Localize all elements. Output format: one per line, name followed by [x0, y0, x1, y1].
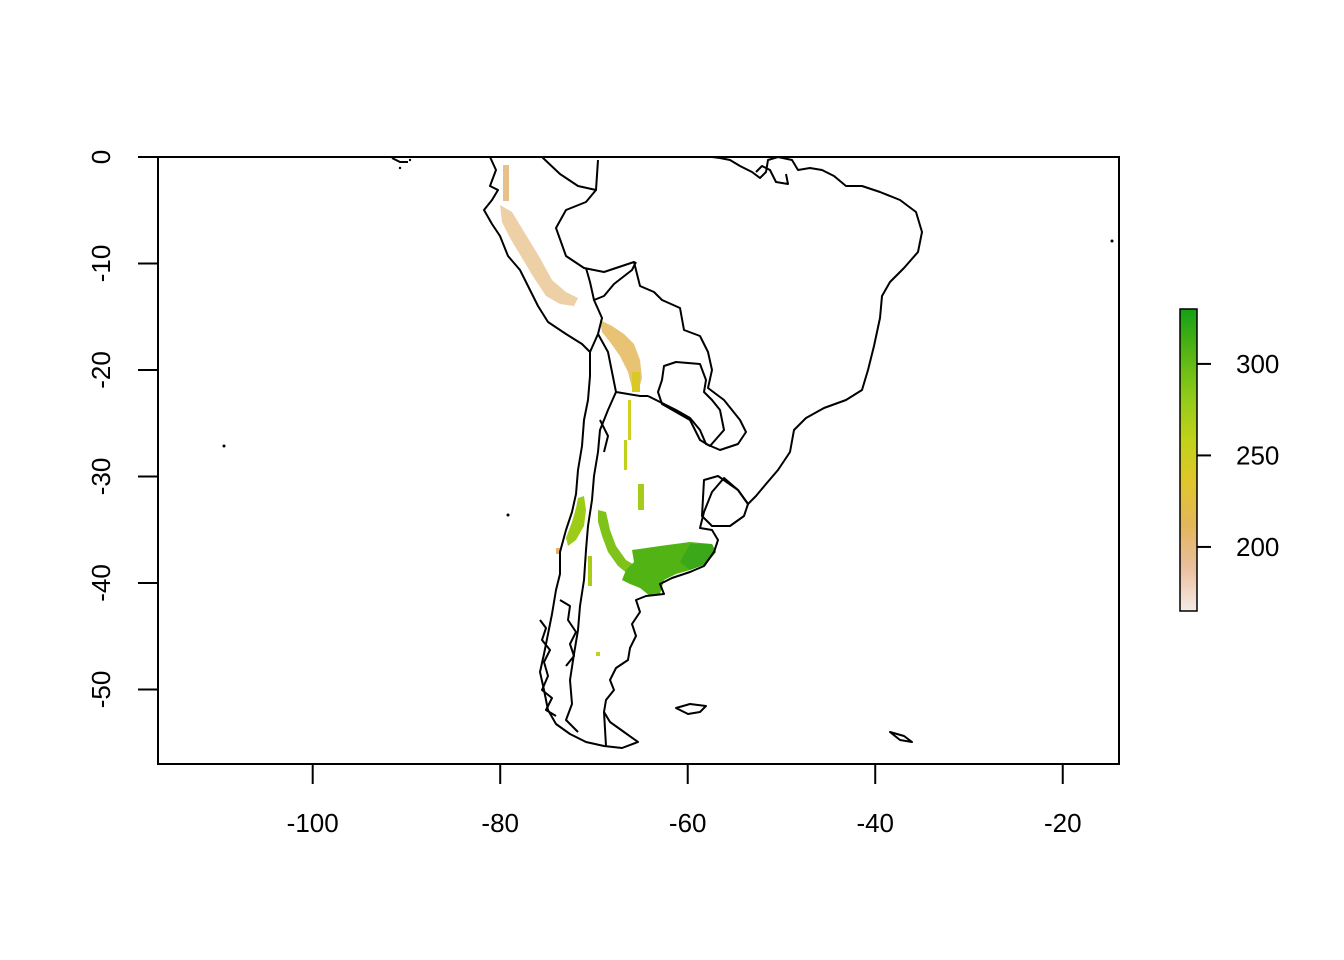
colorbar-gradient: [1179, 308, 1198, 612]
raster-layer: [500, 165, 716, 656]
plot-frame: [157, 156, 1120, 765]
x-tick-label: -100: [287, 808, 339, 838]
x-tick-label: -60: [669, 808, 707, 838]
x-tick-label: -80: [481, 808, 519, 838]
y-tick-label: -30: [86, 458, 116, 496]
x-axis: -100 -80 -60 -40 -20: [287, 763, 1082, 838]
y-tick-label: -50: [86, 671, 116, 709]
y-tick-label: -40: [86, 564, 116, 602]
y-axis: 0 -10 -20 -30 -40 -50: [86, 150, 158, 708]
colorbar-legend: 200 250 300: [1179, 308, 1279, 612]
raster-patch-cuyo: [588, 484, 644, 656]
y-tick-label: -10: [86, 245, 116, 283]
y-tick-label: -20: [86, 351, 116, 389]
colorbar-tick-label: 300: [1236, 349, 1279, 379]
colorbar-tick-label: 250: [1236, 440, 1279, 470]
raster-patch-andes-north: [500, 165, 578, 306]
y-tick-label: 0: [86, 150, 116, 164]
x-tick-label: -40: [856, 808, 894, 838]
x-tick-label: -20: [1044, 808, 1082, 838]
raster-patch-central-chile: [556, 496, 586, 554]
small-islands: [222, 158, 1114, 517]
raster-patch-altiplano: [600, 320, 642, 470]
continent-outline: [483, 157, 923, 749]
colorbar-tick-label: 200: [1236, 532, 1279, 562]
raster-patch-pampas: [622, 542, 716, 596]
coastlines-and-borders: [391, 157, 923, 749]
